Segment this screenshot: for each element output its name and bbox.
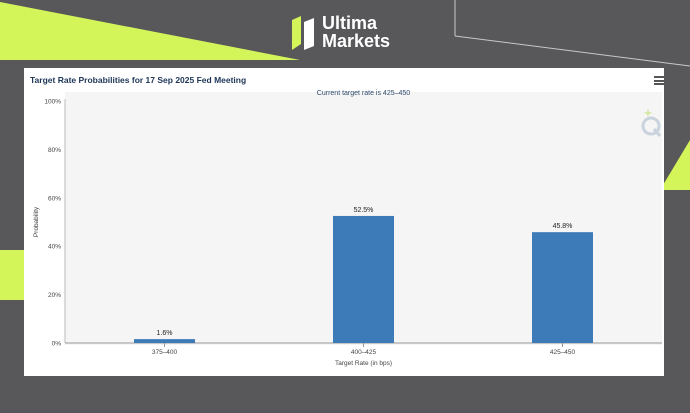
bar-chart: Current target rate is 425–450 0% 20% 40% 60… [33,90,662,367]
bar-3 [532,232,593,343]
brand-line1: Ultima [322,13,378,33]
x-tick-label: 425–450 [550,349,576,356]
y-tick-label: 0% [52,341,62,348]
brand-line2: Markets [322,31,391,51]
y-axis-label: Probability [33,206,40,237]
x-tick-label: 375–400 [152,349,178,356]
brand-mark-icon [292,16,314,50]
y-tick-label: 20% [48,292,61,299]
chart-title: Target Rate Probabilities for 17 Sep 202… [30,75,247,85]
chart-subtitle: Current target rate is 425–450 [317,90,410,97]
q-logo-icon [641,108,662,137]
y-tick-label: 40% [48,244,61,251]
x-axis-label: Target Rate (in bps) [335,360,392,367]
bar-2 [333,215,394,343]
hamburger-menu-icon[interactable] [654,76,664,85]
y-tick-label: 60% [48,195,61,202]
data-label: 45.8% [553,223,573,230]
x-tick-label: 400–425 [351,349,377,356]
brand-name: Ultima Markets [322,14,390,50]
data-label: 52.5% [354,207,374,214]
y-tick-label: 100% [44,99,61,106]
y-tick-label: 80% [48,147,61,154]
chart-card: Target Rate Probabilities for 17 Sep 202… [24,68,664,376]
bar-1 [134,339,195,343]
data-label: 1.6% [157,330,173,337]
